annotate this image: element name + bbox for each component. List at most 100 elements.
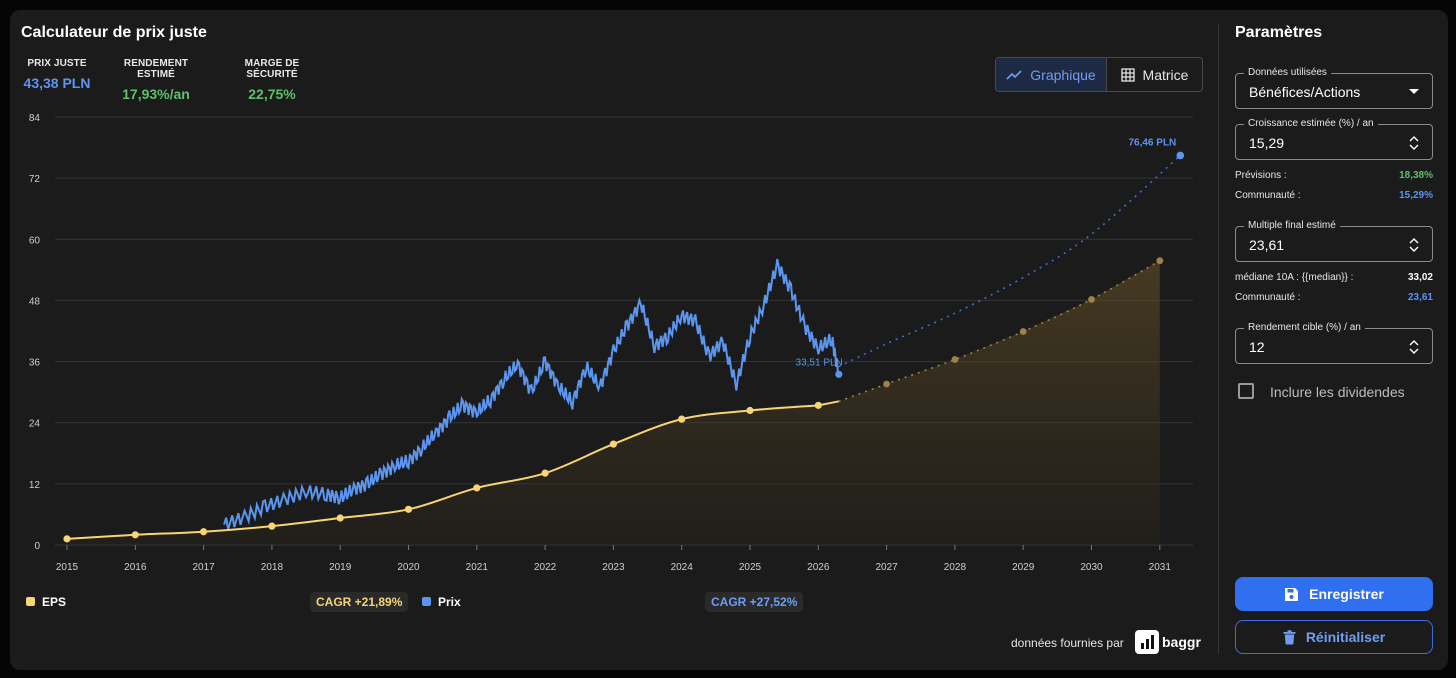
tab-matrix-label: Matrice	[1142, 66, 1189, 83]
eps-projection-point	[1019, 328, 1027, 335]
eps-point	[336, 514, 344, 522]
eps-point	[268, 522, 276, 530]
trash-icon	[1283, 629, 1296, 644]
save-button-label: Enregistrer	[1309, 586, 1384, 602]
save-icon	[1285, 587, 1299, 601]
eps-projection-point	[951, 356, 959, 363]
eps-area	[67, 260, 1160, 545]
field-label: Croissance estimée (%) / an	[1244, 118, 1378, 129]
metric-fair-price: PRIX JUSTE 43,38 PLN	[22, 58, 92, 91]
y-tick-label: 72	[29, 174, 41, 185]
data-used-select[interactable]: Données utilisées Bénéfices/Actions	[1235, 67, 1433, 109]
community-multiple-value: 23,61	[1407, 292, 1433, 303]
x-tick-label: 2023	[602, 562, 625, 573]
x-tick-label: 2028	[944, 562, 967, 573]
eps-projection-point	[883, 380, 890, 388]
eps-projection-point	[1088, 296, 1095, 303]
forecast-value: 18,38%	[1399, 170, 1433, 181]
x-tick-label: 2031	[1149, 562, 1172, 573]
median-value: 33,02	[1407, 272, 1433, 283]
tab-matrix[interactable]: Matrice	[1107, 58, 1202, 91]
baggr-logo-icon	[1135, 630, 1159, 654]
price-legend-swatch	[422, 597, 431, 606]
x-tick-label: 2025	[739, 562, 762, 573]
stepper-icon[interactable]	[1408, 237, 1420, 253]
field-value: 15,29	[1249, 135, 1285, 151]
metric-value: 43,38 PLN	[23, 75, 91, 91]
params-title: Paramètres	[1235, 24, 1323, 41]
stepper-icon[interactable]	[1408, 339, 1420, 355]
community-multiple-label: Communauté :	[1235, 292, 1301, 303]
x-tick-label: 2024	[671, 562, 694, 573]
field-label: Rendement cible (%) / an	[1244, 322, 1365, 333]
stepper-icon[interactable]	[1408, 135, 1420, 151]
target-price-label: 76,46 PLN	[1128, 137, 1176, 148]
dividends-checkbox[interactable]	[1238, 383, 1254, 399]
data-provider-text: données fournies par	[1011, 636, 1124, 650]
metric-label: RENDEMENT ESTIMÉ	[123, 58, 189, 80]
field-value: 12	[1249, 339, 1265, 355]
community-growth-value: 15,29%	[1399, 190, 1433, 201]
price-current-point	[835, 370, 843, 378]
metric-value: 22,75%	[248, 86, 296, 102]
eps-legend-label[interactable]: EPS	[42, 595, 67, 609]
tab-chart[interactable]: Graphique	[996, 58, 1107, 91]
reset-button-label: Réinitialiser	[1305, 629, 1386, 645]
metric-estimated-return: RENDEMENT ESTIMÉ 17,93%/an	[106, 58, 206, 102]
x-tick-label: 2020	[397, 562, 420, 573]
dividends-label[interactable]: Inclure les dividendes	[1270, 384, 1405, 400]
view-toggle: Graphique Matrice	[995, 57, 1203, 92]
growth-input[interactable]: Croissance estimée (%) / an 15,29	[1235, 118, 1433, 160]
y-tick-label: 24	[29, 419, 41, 430]
field-label: Multiple final estimé	[1244, 220, 1340, 231]
field-value: 23,61	[1249, 237, 1285, 253]
x-tick-label: 2021	[466, 562, 489, 573]
current-price-label: 33,51 PLN	[796, 357, 843, 368]
reset-button[interactable]: Réinitialiser	[1235, 620, 1433, 654]
median-label: médiane 10A : {{median}} :	[1235, 272, 1354, 283]
x-tick-label: 2016	[124, 562, 147, 573]
field-value: Bénéfices/Actions	[1249, 84, 1361, 100]
target-return-input[interactable]: Rendement cible (%) / an 12	[1235, 322, 1433, 364]
eps-projection-point	[1156, 257, 1164, 265]
price-eps-chart: 0 12 24 36 48 60 72 84 2015 2016 2017 2018 2019 2020 2…	[29, 113, 1193, 573]
price-cagr-badge: CAGR +27,52%	[705, 592, 804, 612]
y-tick-label: 60	[29, 235, 41, 246]
eps-point	[746, 406, 754, 415]
eps-point	[63, 535, 71, 543]
x-tick-label: 2017	[192, 562, 215, 573]
eps-point	[200, 528, 208, 536]
page-title: Calculateur de prix juste	[21, 24, 207, 41]
save-button[interactable]: Enregistrer	[1235, 577, 1433, 611]
eps-legend-swatch	[26, 597, 35, 606]
eps-point	[473, 484, 481, 492]
x-tick-label: 2015	[56, 562, 79, 573]
x-tick-label: 2029	[1012, 562, 1035, 573]
x-tick-label: 2026	[807, 562, 830, 573]
eps-line-tail	[818, 400, 839, 407]
metric-value: 17,93%/an	[122, 86, 190, 102]
provider-brand: baggr	[1162, 634, 1201, 650]
forecast-label: Prévisions :	[1235, 170, 1287, 181]
eps-point	[609, 440, 618, 448]
y-tick-label: 36	[29, 358, 41, 369]
y-tick-label: 84	[29, 113, 41, 124]
x-tick-label: 2019	[329, 562, 352, 573]
eps-line	[66, 404, 819, 540]
community-growth-label: Communauté :	[1235, 190, 1301, 201]
dropdown-arrow-icon	[1409, 89, 1419, 94]
final-multiple-input[interactable]: Multiple final estimé 23,61	[1235, 220, 1433, 262]
y-tick-label: 12	[29, 480, 41, 491]
eps-point	[678, 415, 686, 423]
panel-divider	[1218, 24, 1219, 654]
field-label: Données utilisées	[1244, 67, 1331, 78]
metric-safety-margin: MARGE DE SÉCURITÉ 22,75%	[220, 58, 324, 102]
fair-price-calculator-panel: Calculateur de prix juste PRIX JUSTE 43,…	[10, 10, 1448, 670]
price-target-point	[1176, 151, 1185, 160]
price-legend-label[interactable]: Prix	[438, 595, 461, 609]
x-tick-label: 2018	[261, 562, 284, 573]
y-tick-label: 0	[34, 541, 40, 552]
grid-icon	[1120, 67, 1135, 82]
price-projection-line	[838, 154, 1181, 368]
line-chart-icon	[1006, 69, 1022, 80]
